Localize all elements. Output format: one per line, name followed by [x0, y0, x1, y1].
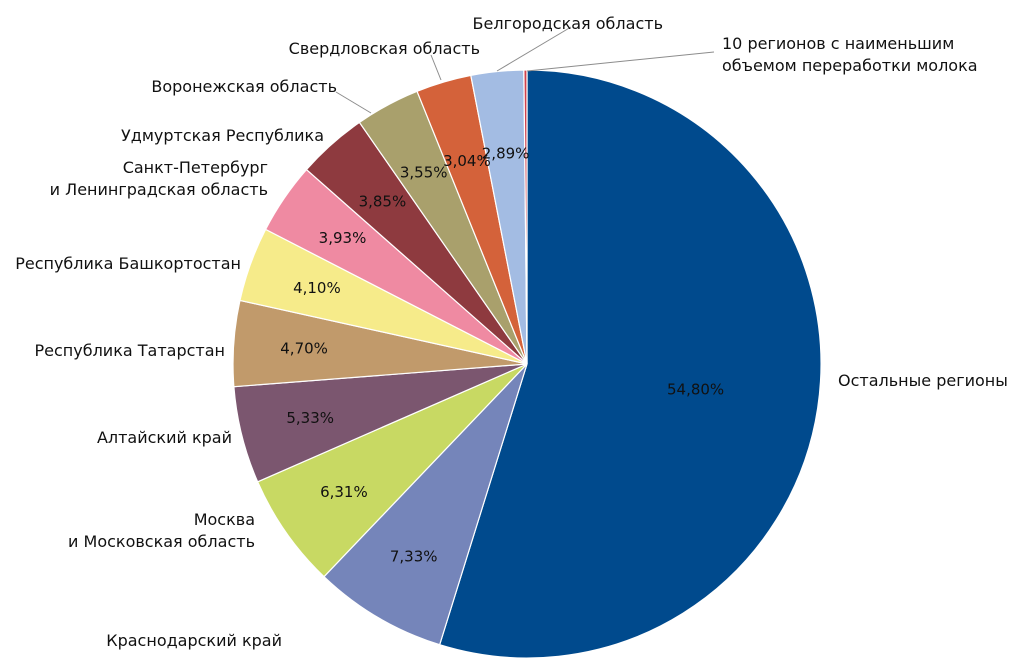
value-label-1: 54,80%	[667, 381, 724, 399]
category-label-1: Остальные регионы	[838, 371, 1008, 390]
leader-line-9	[335, 91, 372, 114]
value-labels: 54,80% 7,33% 6,31% 5,33% 4,70% 4,10% 3,93% 3,85…	[280, 144, 724, 565]
value-label-11: 2,89%	[482, 144, 530, 162]
category-label-9: Воронежская область	[151, 77, 337, 96]
value-label-6: 4,10%	[293, 279, 341, 297]
category-label-12: 10 регионов с наименьшим объемом перерабо…	[722, 34, 978, 75]
category-label-10: Свердловская область	[289, 39, 480, 58]
category-label-11: Белгородская область	[473, 14, 663, 33]
category-labels: Остальные регионы Краснодарский край Москв…	[15, 14, 1008, 650]
category-label-5: Республика Татарстан	[34, 341, 225, 360]
pie-slice-1	[438, 69, 822, 659]
pie-slice-3	[256, 363, 528, 578]
value-label-3: 6,31%	[320, 483, 368, 501]
value-label-4: 5,33%	[286, 409, 334, 427]
leader-lines	[335, 26, 715, 114]
value-label-2: 7,33%	[390, 548, 438, 566]
category-label-2: Краснодарский край	[106, 631, 282, 650]
value-label-10: 3,04%	[443, 152, 491, 170]
pie-slice-2	[323, 363, 528, 646]
pie-slices	[232, 69, 822, 659]
value-label-5: 4,70%	[280, 339, 328, 357]
value-label-8: 3,85%	[359, 193, 407, 211]
category-label-6: Республика Башкортостан	[15, 254, 241, 273]
pie-slice-12	[523, 69, 528, 365]
value-label-9: 3,55%	[400, 164, 448, 182]
leader-line-11	[496, 26, 572, 72]
category-label-4: Алтайский край	[97, 428, 232, 447]
category-label-7: Санкт-Петербург и Ленинградская область	[50, 158, 268, 199]
leader-line-12	[526, 51, 715, 72]
value-label-7: 3,93%	[319, 229, 367, 247]
leader-line-10	[430, 54, 442, 81]
category-label-3: Москва и Московская область	[68, 510, 255, 551]
category-label-8: Удмуртская Республика	[121, 126, 324, 145]
